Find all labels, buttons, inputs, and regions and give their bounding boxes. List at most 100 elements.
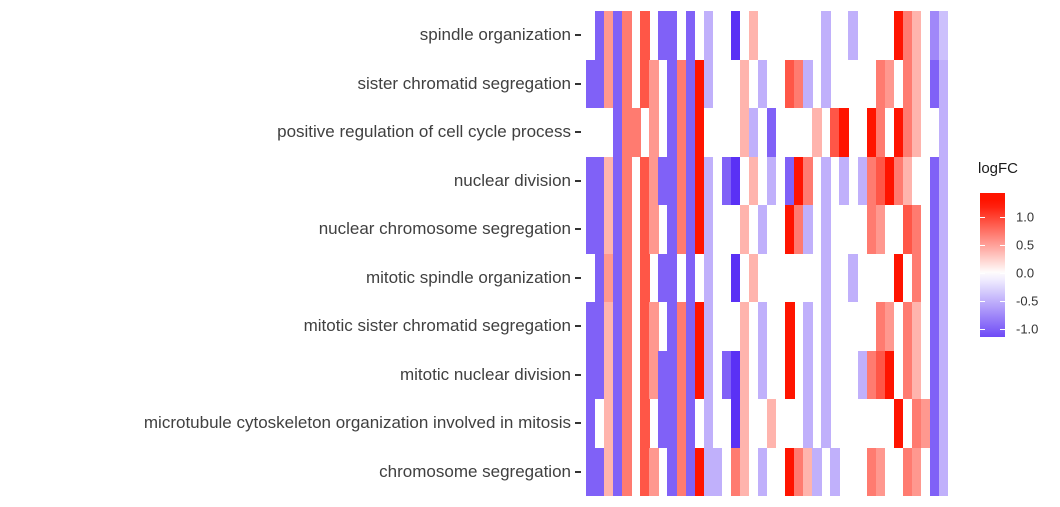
heatmap-cell bbox=[676, 399, 686, 448]
heatmap-cell bbox=[911, 253, 922, 303]
heatmap-cell bbox=[785, 156, 795, 206]
legend-tick-label: 1.0 bbox=[1016, 209, 1035, 225]
y-axis-tick-mark bbox=[575, 470, 581, 473]
heatmap-cell bbox=[649, 59, 659, 109]
heatmap-cell bbox=[730, 399, 741, 448]
heatmap-cell bbox=[667, 350, 677, 400]
heatmap-cell bbox=[595, 59, 605, 109]
heatmap-cell bbox=[667, 302, 677, 351]
heatmap-cell bbox=[875, 156, 886, 206]
heatmap-cell bbox=[803, 447, 813, 497]
heatmap-cell bbox=[622, 302, 632, 351]
heatmap-cell bbox=[640, 399, 650, 448]
heatmap-cell bbox=[613, 156, 623, 206]
heatmap-cell bbox=[586, 302, 596, 351]
heatmap-cell bbox=[812, 108, 822, 157]
heatmap-cell bbox=[902, 156, 913, 206]
heatmap-cell bbox=[739, 399, 750, 448]
heatmap-cell bbox=[911, 350, 922, 400]
heatmap-cell bbox=[938, 59, 949, 109]
y-axis-label: positive regulation of cell cycle proces… bbox=[277, 122, 571, 142]
heatmap-cell bbox=[757, 350, 768, 400]
heatmap-cell bbox=[929, 447, 940, 497]
heatmap-cell bbox=[586, 350, 596, 400]
heatmap-cell bbox=[604, 156, 614, 206]
legend-title: logFC bbox=[978, 160, 1019, 177]
heatmap-cell bbox=[712, 447, 723, 497]
legend-tick-mark bbox=[980, 273, 985, 275]
heatmap-cell bbox=[667, 156, 677, 206]
heatmap-cell bbox=[703, 59, 714, 109]
heatmap-cell bbox=[839, 108, 849, 157]
heatmap-cell bbox=[649, 108, 659, 157]
heatmap-cell bbox=[929, 11, 940, 60]
heatmap-cell bbox=[667, 447, 677, 497]
heatmap-cell bbox=[631, 108, 641, 157]
heatmap-cell bbox=[929, 59, 940, 109]
y-axis-label: microtubule cytoskeleton organization in… bbox=[143, 413, 571, 433]
heatmap-cell bbox=[667, 59, 677, 109]
heatmap-plot-area bbox=[586, 11, 949, 497]
y-axis-tick-mark bbox=[575, 179, 581, 182]
heatmap-cell bbox=[667, 205, 677, 254]
heatmap-cell bbox=[848, 253, 858, 303]
heatmap-cell bbox=[622, 205, 632, 254]
heatmap-cell bbox=[676, 59, 686, 109]
heatmap-cell bbox=[875, 447, 886, 497]
heatmap-cell bbox=[938, 156, 949, 206]
heatmap-cell bbox=[703, 350, 714, 400]
heatmap-cell bbox=[649, 156, 659, 206]
heatmap-cell bbox=[902, 59, 913, 109]
heatmap-cell bbox=[938, 302, 949, 351]
heatmap-cell bbox=[920, 399, 931, 448]
heatmap-cell bbox=[839, 156, 849, 206]
heatmap-cell bbox=[812, 447, 822, 497]
heatmap-cell bbox=[604, 350, 614, 400]
heatmap-cell bbox=[604, 253, 614, 303]
legend-tick-mark bbox=[1000, 329, 1005, 331]
heatmap-cell bbox=[938, 11, 949, 60]
heatmap-cell bbox=[586, 156, 596, 206]
legend-tick-label: -1.0 bbox=[1016, 321, 1039, 337]
heatmap-cell bbox=[640, 205, 650, 254]
heatmap-cell bbox=[604, 447, 614, 497]
heatmap-cell bbox=[658, 350, 668, 400]
heatmap-cell bbox=[613, 59, 623, 109]
heatmap-cell bbox=[893, 108, 904, 157]
heatmap-cell bbox=[685, 447, 695, 497]
heatmap-cell bbox=[893, 11, 904, 60]
heatmap-cell bbox=[640, 11, 650, 60]
heatmap-cell bbox=[649, 447, 659, 497]
heatmap-cell bbox=[911, 399, 922, 448]
heatmap-cell bbox=[785, 447, 795, 497]
legend-tick-mark bbox=[1000, 301, 1005, 303]
legend-tick-mark bbox=[980, 217, 985, 219]
legend-tick-mark bbox=[1000, 273, 1005, 275]
heatmap-cell bbox=[622, 156, 632, 206]
heatmap-cell bbox=[884, 350, 895, 400]
heatmap-cell bbox=[893, 253, 904, 303]
heatmap-cell bbox=[730, 11, 741, 60]
y-axis-label: chromosome segregation bbox=[379, 461, 571, 481]
heatmap-cell bbox=[938, 205, 949, 254]
heatmap-cell bbox=[667, 108, 677, 157]
heatmap-cell bbox=[794, 59, 804, 109]
heatmap-cell bbox=[911, 108, 922, 157]
heatmap-cell bbox=[586, 205, 596, 254]
heatmap-cell bbox=[893, 399, 904, 448]
heatmap-cell bbox=[739, 59, 750, 109]
heatmap-cell bbox=[866, 156, 876, 206]
heatmap-cell bbox=[821, 156, 831, 206]
heatmap-cell bbox=[739, 447, 750, 497]
heatmap-cell bbox=[595, 11, 605, 60]
heatmap-cell bbox=[667, 399, 677, 448]
heatmap-cell bbox=[803, 205, 813, 254]
legend-tick-mark bbox=[980, 329, 985, 331]
heatmap-cell bbox=[658, 399, 668, 448]
heatmap-cell bbox=[821, 350, 831, 400]
heatmap-cell bbox=[622, 253, 632, 303]
heatmap-cell bbox=[757, 302, 768, 351]
heatmap-cell bbox=[640, 350, 650, 400]
heatmap-cell bbox=[658, 253, 668, 303]
heatmap-cell bbox=[622, 108, 632, 157]
